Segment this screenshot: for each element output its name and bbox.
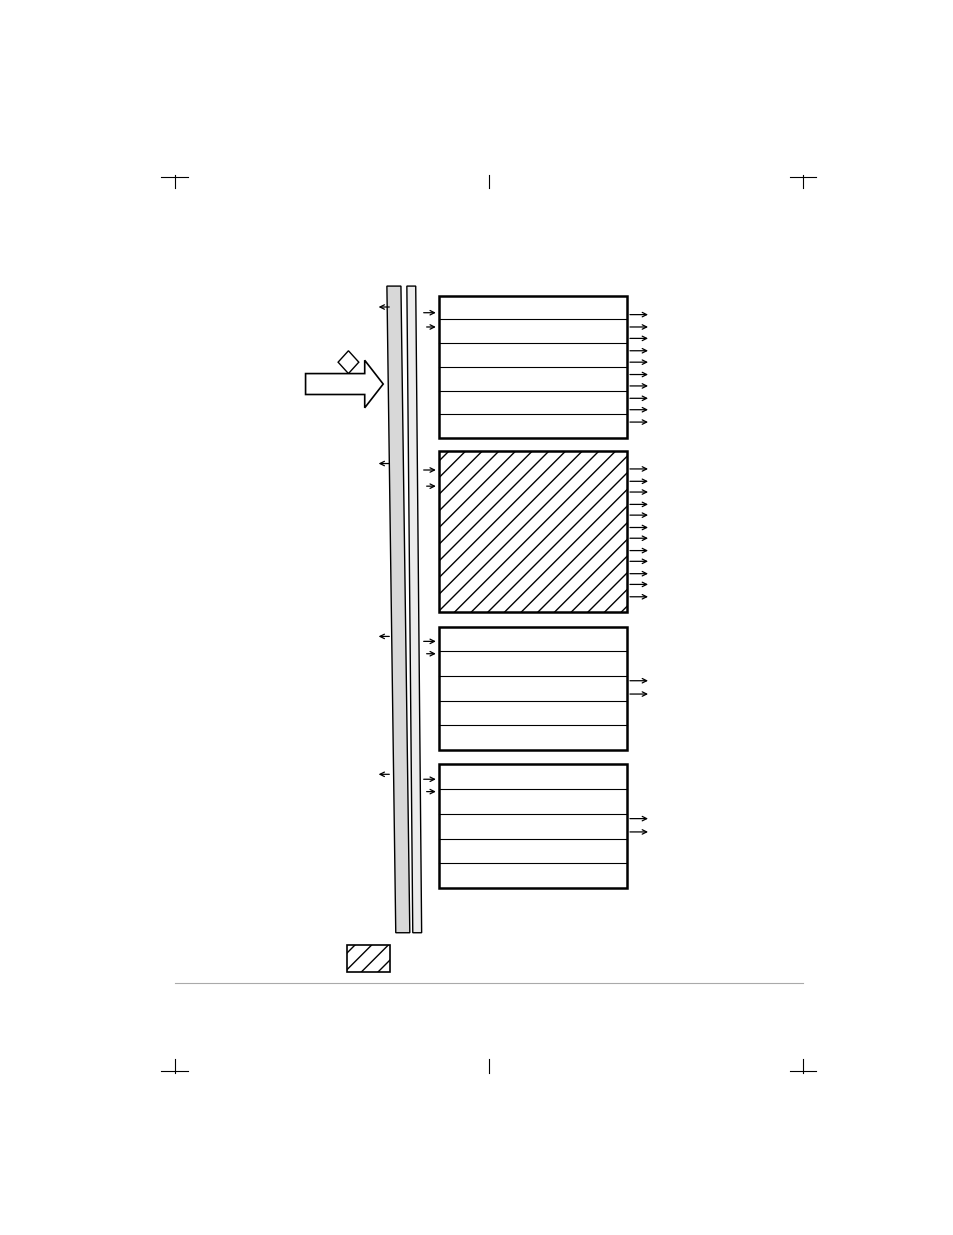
Bar — [438, 764, 626, 888]
Polygon shape — [305, 361, 383, 408]
Bar — [438, 626, 626, 750]
Polygon shape — [387, 287, 410, 932]
Polygon shape — [337, 351, 358, 373]
Bar — [438, 295, 626, 438]
Bar — [347, 945, 390, 972]
Bar — [438, 451, 626, 613]
Polygon shape — [406, 287, 421, 932]
